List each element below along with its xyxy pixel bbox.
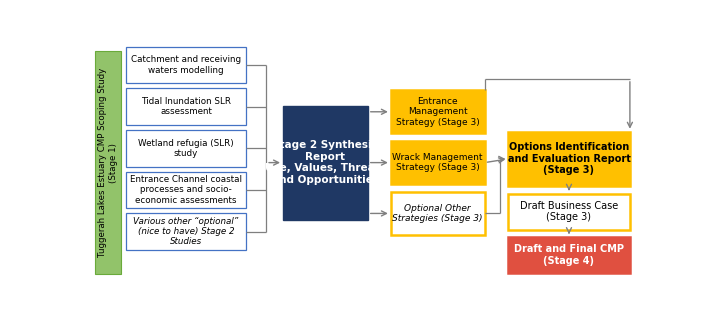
FancyBboxPatch shape bbox=[391, 192, 485, 235]
Text: Draft Business Case
(Stage 3): Draft Business Case (Stage 3) bbox=[520, 201, 618, 223]
Text: Options Identification
and Evaluation Report
(Stage 3): Options Identification and Evaluation Re… bbox=[508, 142, 630, 175]
Text: Entrance Channel coastal
processes and socio-
economic assessments: Entrance Channel coastal processes and s… bbox=[130, 175, 242, 205]
Text: Tuggerah Lakes Estuary CMP Scoping Study
(Stage 1): Tuggerah Lakes Estuary CMP Scoping Study… bbox=[98, 68, 118, 257]
Text: Various other “optional”
(nice to have) Stage 2
Studies: Various other “optional” (nice to have) … bbox=[133, 217, 239, 246]
FancyBboxPatch shape bbox=[391, 90, 485, 134]
Text: Wrack Management
Strategy (Stage 3): Wrack Management Strategy (Stage 3) bbox=[392, 153, 483, 172]
Text: Wetland refugia (SLR)
study: Wetland refugia (SLR) study bbox=[138, 138, 234, 158]
FancyBboxPatch shape bbox=[508, 237, 630, 273]
FancyBboxPatch shape bbox=[283, 106, 368, 220]
FancyBboxPatch shape bbox=[508, 132, 630, 186]
FancyBboxPatch shape bbox=[508, 194, 630, 230]
Text: Stage 2 Synthesis
Report
Use, Values, Threats
and Opportunities: Stage 2 Synthesis Report Use, Values, Th… bbox=[265, 140, 386, 185]
FancyBboxPatch shape bbox=[126, 130, 246, 166]
FancyBboxPatch shape bbox=[126, 172, 246, 208]
FancyBboxPatch shape bbox=[126, 47, 246, 83]
FancyBboxPatch shape bbox=[126, 213, 246, 250]
Text: Tidal Inundation SLR
assessment: Tidal Inundation SLR assessment bbox=[141, 97, 231, 116]
Text: Draft and Final CMP
(Stage 4): Draft and Final CMP (Stage 4) bbox=[514, 244, 624, 266]
Text: Catchment and receiving
waters modelling: Catchment and receiving waters modelling bbox=[131, 55, 241, 75]
FancyBboxPatch shape bbox=[126, 88, 246, 125]
FancyBboxPatch shape bbox=[94, 51, 121, 274]
FancyBboxPatch shape bbox=[391, 141, 485, 184]
Text: Optional Other
Strategies (Stage 3): Optional Other Strategies (Stage 3) bbox=[392, 204, 483, 223]
Text: Entrance
Management
Strategy (Stage 3): Entrance Management Strategy (Stage 3) bbox=[396, 97, 479, 127]
